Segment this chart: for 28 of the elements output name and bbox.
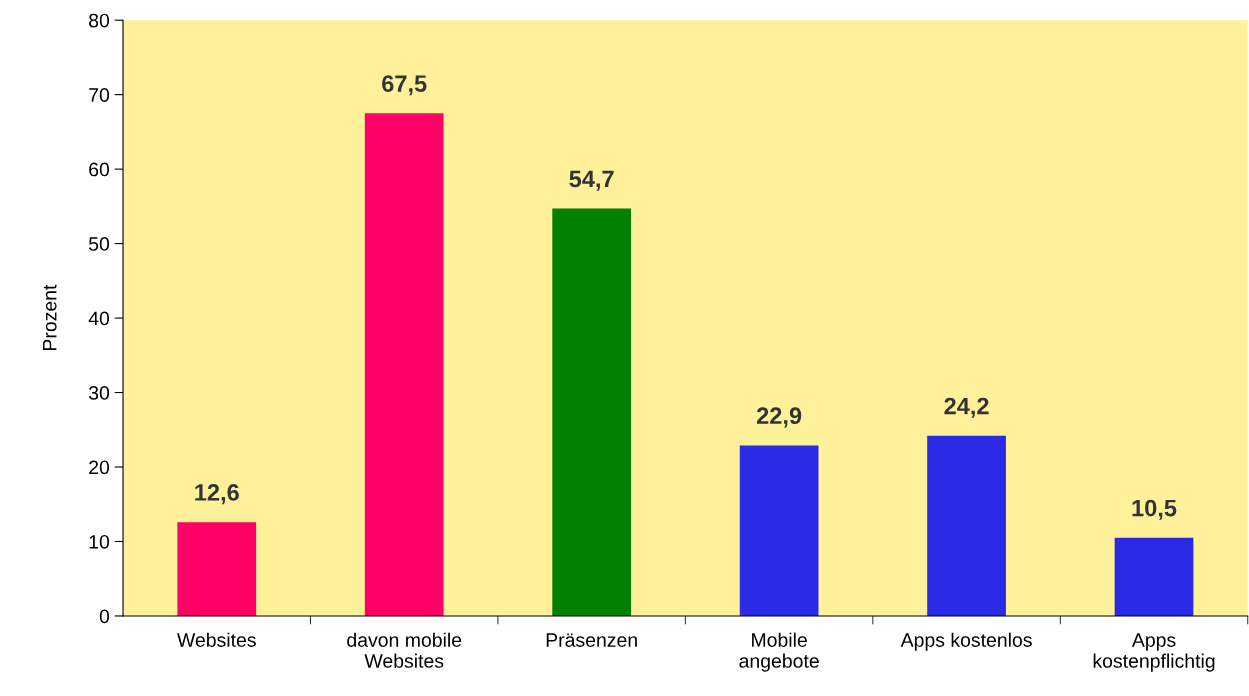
data-label: 54,7 bbox=[569, 170, 614, 191]
data-label: 24,2 bbox=[944, 397, 989, 418]
x-tick-label: davon mobile Websites bbox=[347, 632, 462, 668]
bar bbox=[552, 208, 632, 616]
x-tick-label: Apps kostenlos bbox=[900, 632, 1032, 651]
data-label: 67,5 bbox=[382, 75, 427, 96]
bar bbox=[177, 522, 257, 616]
y-tick-label: 80 bbox=[89, 13, 110, 28]
y-tick-label: 70 bbox=[89, 88, 110, 102]
data-label: 22,9 bbox=[756, 407, 802, 428]
x-tick-label: Mobile angebote bbox=[739, 632, 819, 672]
y-tick-label: 50 bbox=[88, 237, 110, 251]
y-tick-label: 20 bbox=[89, 460, 110, 475]
y-tick-label: 60 bbox=[89, 162, 110, 177]
y-tick-label: 10 bbox=[89, 534, 110, 549]
bar bbox=[1114, 537, 1194, 616]
data-label: 10,5 bbox=[1132, 499, 1177, 520]
y-tick-label: 0 bbox=[99, 609, 110, 624]
x-tick-label: Websites bbox=[177, 632, 256, 647]
x-tick-label: Präsenzen bbox=[546, 633, 637, 647]
bar bbox=[927, 435, 1006, 616]
y-tick-label: 40 bbox=[88, 311, 110, 326]
bar bbox=[739, 445, 819, 616]
bar bbox=[364, 113, 444, 616]
data-label: 12,6 bbox=[195, 484, 239, 505]
x-tick-label: Apps kostenpflichtig bbox=[1093, 633, 1215, 672]
y-axis-title: Prozent bbox=[43, 284, 57, 350]
y-tick-label: 30 bbox=[88, 386, 110, 400]
